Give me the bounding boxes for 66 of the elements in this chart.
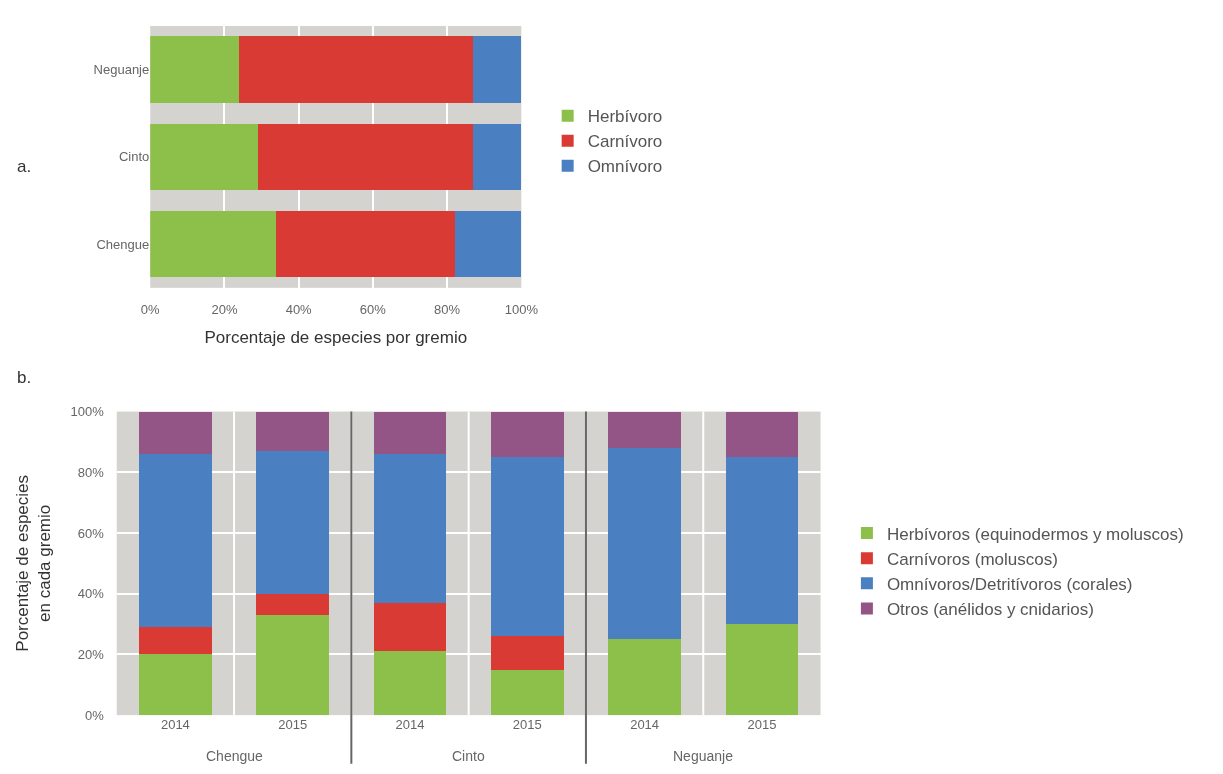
x-tick-label: 2014 [160, 717, 190, 733]
legend-label: Carnívoro [587, 132, 663, 152]
bar [725, 411, 799, 458]
text: Neguanje [673, 748, 734, 764]
y-tick-label: Chengue [96, 236, 150, 252]
legend-label: Otros (anélidos y cnidarios) [886, 600, 1094, 620]
bar [239, 36, 474, 103]
x-tick-label: 20% [211, 301, 238, 317]
bar [373, 411, 447, 455]
bar [373, 454, 447, 603]
x-tick-label: 2015 [747, 717, 777, 733]
bar [139, 627, 212, 655]
y-tick-label: Cinto [118, 149, 150, 165]
bar [725, 457, 799, 625]
text: b. [17, 368, 32, 387]
bar [473, 36, 522, 103]
text: Chengue [206, 748, 264, 764]
text: a. [17, 157, 32, 176]
bar [257, 123, 474, 191]
bar [473, 123, 522, 191]
x-axis-title: Porcentaje de especies por gremio [204, 328, 468, 348]
bar [608, 411, 681, 448]
bar [139, 454, 212, 628]
legend-label: Herbívoros (equinodermos y moluscos) [886, 524, 1184, 544]
bar [276, 211, 455, 278]
bar [150, 123, 258, 191]
y-tick-label: Neguanje [93, 62, 150, 78]
bar [256, 593, 330, 615]
y-axis-title: Porcentaje de especies en cada gremio [12, 474, 55, 652]
x-tick-label: 80% [434, 301, 461, 317]
y-tick-label: 20% [77, 646, 105, 662]
bar [373, 602, 447, 652]
bar [725, 624, 799, 716]
legend-label: Omnívoros/Detritívoros (corales) [886, 574, 1133, 594]
x-tick-label: 40% [285, 301, 313, 317]
bar [490, 457, 564, 637]
bar [139, 411, 212, 455]
y-tick-label: 60% [77, 525, 105, 541]
y-tick-label: 0% [84, 707, 105, 723]
y-tick-label: 100% [70, 404, 105, 420]
text: Cinto [452, 748, 485, 764]
legend-label: Carnívoros (moluscos) [886, 549, 1058, 569]
bar [256, 411, 330, 452]
bar [490, 636, 564, 670]
bar [150, 36, 240, 103]
bar [608, 639, 681, 716]
legend-label: Herbívoro [587, 107, 663, 127]
x-tick-label: 2015 [512, 717, 542, 733]
x-tick-label: 60% [359, 301, 387, 317]
bar [139, 654, 212, 716]
x-tick-label: 2015 [278, 717, 308, 733]
y-tick-label: 80% [77, 464, 105, 480]
x-tick-label: 2014 [395, 717, 425, 733]
x-tick-label: 0% [140, 301, 161, 317]
x-tick-label: 2014 [630, 717, 660, 733]
legend-label: Omnívoro [587, 157, 663, 177]
bar [150, 211, 277, 278]
x-tick-label: 100% [504, 301, 539, 317]
bar [454, 211, 522, 278]
bar [373, 651, 447, 716]
bar [490, 669, 564, 716]
bar [490, 411, 564, 458]
bar [256, 614, 330, 716]
y-tick-label: 40% [77, 586, 105, 602]
bar [256, 451, 330, 594]
bar [608, 447, 681, 640]
